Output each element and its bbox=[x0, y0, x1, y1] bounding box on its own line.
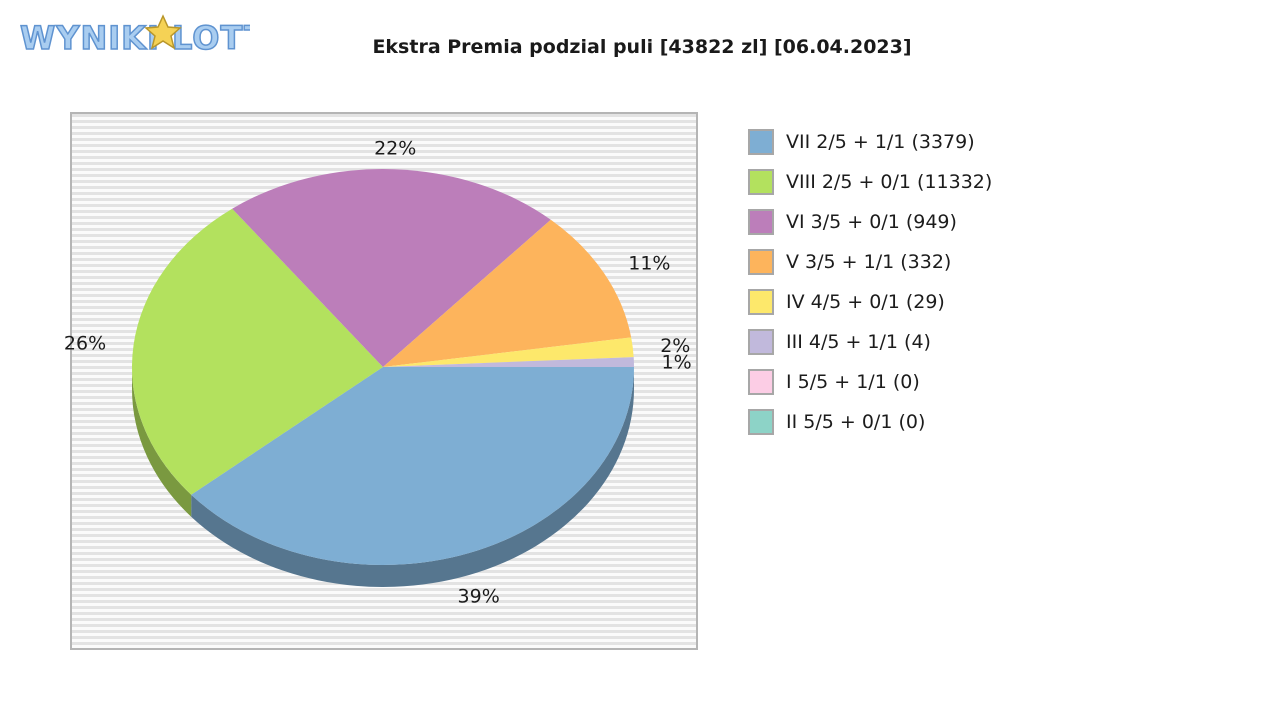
legend-label: VI 3/5 + 0/1 (949) bbox=[786, 211, 957, 233]
star-icon bbox=[144, 14, 182, 50]
pie-label-v-3-5-1-1-332: 11% bbox=[628, 253, 670, 275]
legend-item: VI 3/5 + 0/1 (949) bbox=[748, 202, 992, 242]
legend-swatch bbox=[748, 409, 774, 435]
legend-swatch bbox=[748, 129, 774, 155]
legend-item: II 5/5 + 0/1 (0) bbox=[748, 402, 992, 442]
pie-label-iii-4-5-1-1-4: 1% bbox=[662, 351, 692, 373]
legend-label: I 5/5 + 1/1 (0) bbox=[786, 371, 920, 393]
legend: VII 2/5 + 1/1 (3379) VIII 2/5 + 0/1 (1133… bbox=[748, 122, 992, 442]
pie-slice-iv-4-5-0-1-29 bbox=[383, 337, 634, 367]
legend-item: V 3/5 + 1/1 (332) bbox=[748, 242, 992, 282]
legend-swatch bbox=[748, 209, 774, 235]
legend-item: VII 2/5 + 1/1 (3379) bbox=[748, 122, 992, 162]
legend-label: VIII 2/5 + 0/1 (11332) bbox=[786, 171, 993, 193]
legend-swatch bbox=[748, 249, 774, 275]
logo-graphic: WYNIKI LOTTO bbox=[19, 14, 295, 58]
pie-slice-v-3-5-1-1-332 bbox=[383, 219, 632, 367]
legend-label: III 4/5 + 1/1 (4) bbox=[786, 331, 931, 353]
pie-top bbox=[131, 169, 634, 566]
pie-label-viii-2-5-0-1-11332: 26% bbox=[64, 332, 106, 354]
legend-swatch bbox=[748, 369, 774, 395]
legend-label: II 5/5 + 0/1 (0) bbox=[786, 411, 926, 433]
logo: WYNIKI LOTTO bbox=[18, 10, 295, 64]
legend-swatch bbox=[748, 289, 774, 315]
legend-swatch bbox=[748, 329, 774, 355]
legend-swatch bbox=[748, 169, 774, 195]
legend-item: III 4/5 + 1/1 (4) bbox=[748, 322, 992, 362]
pie-slice-vii-2-5-1-1-3379 bbox=[191, 367, 634, 566]
pie-labels: 39% 26% 22% 11% 2%1% bbox=[64, 137, 692, 607]
pie-label-iv-4-5-0-1-29: 2% bbox=[660, 335, 690, 357]
legend-label: VII 2/5 + 1/1 (3379) bbox=[786, 131, 975, 153]
legend-item: VIII 2/5 + 0/1 (11332) bbox=[748, 162, 992, 202]
legend-label: IV 4/5 + 0/1 (29) bbox=[786, 291, 945, 313]
pie-label-vi-3-5-0-1-949: 22% bbox=[374, 137, 416, 159]
pie-slice-vi-3-5-0-1-949 bbox=[232, 169, 551, 367]
pie-label-vii-2-5-1-1-3379: 39% bbox=[458, 585, 500, 607]
pie-depth bbox=[132, 367, 634, 588]
legend-item: I 5/5 + 1/1 (0) bbox=[748, 362, 992, 402]
pie-depth-viii-2-5-0-1-11332 bbox=[132, 367, 192, 517]
legend-label: V 3/5 + 1/1 (332) bbox=[786, 251, 952, 273]
pie-slice-viii-2-5-0-1-11332 bbox=[131, 208, 383, 495]
chart-title: Ekstra Premia podzial puli [43822 zl] [0… bbox=[372, 36, 912, 58]
pie-depth-vii-2-5-1-1-3379 bbox=[191, 367, 634, 588]
legend-item: IV 4/5 + 0/1 (29) bbox=[748, 282, 992, 322]
pie-slice-iii-4-5-1-1-4 bbox=[383, 357, 634, 367]
